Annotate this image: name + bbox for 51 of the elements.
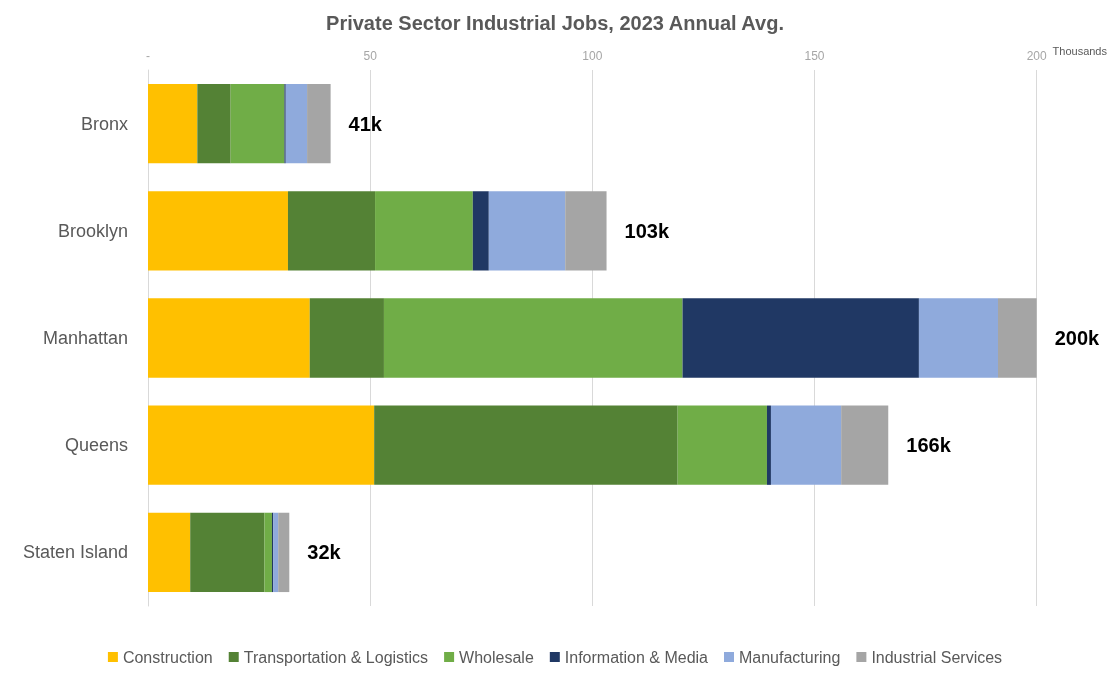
total-label: 32k [307, 541, 342, 564]
y-tick-label: Bronx [80, 113, 128, 134]
bar [383, 298, 683, 378]
y-tick-label: Brooklyn [57, 220, 128, 241]
bar [190, 512, 265, 593]
bar [148, 191, 288, 271]
y-tick-label: Queens [64, 435, 128, 456]
bar [374, 405, 678, 485]
bar [287, 191, 376, 271]
bar [472, 191, 489, 271]
bar [273, 512, 279, 593]
legend-label: Transportation & Logistics [243, 648, 429, 666]
bar [148, 298, 310, 378]
bar [309, 298, 384, 378]
legend-label: Industrial Services [871, 648, 1003, 666]
legend-label: Wholesale [459, 648, 534, 666]
x-tick-label: 150 [804, 49, 825, 63]
bar [841, 405, 889, 485]
bar [285, 83, 308, 164]
x-tick-label: - [146, 49, 150, 63]
legend-label: Construction [122, 648, 213, 666]
legend-label: Manufacturing [738, 648, 841, 666]
total-label: 166k [906, 434, 952, 457]
x-tick-label: 100 [582, 49, 603, 63]
x-tick-label: 50 [363, 49, 378, 63]
bar [766, 405, 771, 485]
bar [278, 512, 290, 593]
bar [677, 405, 767, 485]
bar [197, 83, 231, 164]
bar [565, 191, 607, 271]
bar [770, 405, 842, 485]
y-tick-label: Staten Island [22, 542, 128, 563]
bar [307, 83, 331, 164]
bar [230, 83, 285, 164]
bar [918, 298, 999, 378]
x-tick-label: 200 [1026, 49, 1047, 63]
x-axis-title: Thousands [1052, 44, 1108, 57]
total-label: 41k [348, 112, 383, 135]
bar [148, 512, 191, 593]
bar [998, 298, 1037, 378]
total-label: 103k [624, 219, 670, 242]
bar [488, 191, 566, 271]
bar [148, 83, 198, 164]
total-label: 200k [1054, 327, 1101, 349]
bar [375, 191, 473, 271]
y-tick-label: Manhattan [42, 328, 128, 348]
bar [682, 298, 919, 378]
bar [264, 512, 272, 593]
legend-label: Information & Media [564, 648, 709, 666]
chart-title: Private Sector Industrial Jobs, 2023 Annual Avg. [326, 12, 784, 34]
bar [148, 405, 375, 485]
